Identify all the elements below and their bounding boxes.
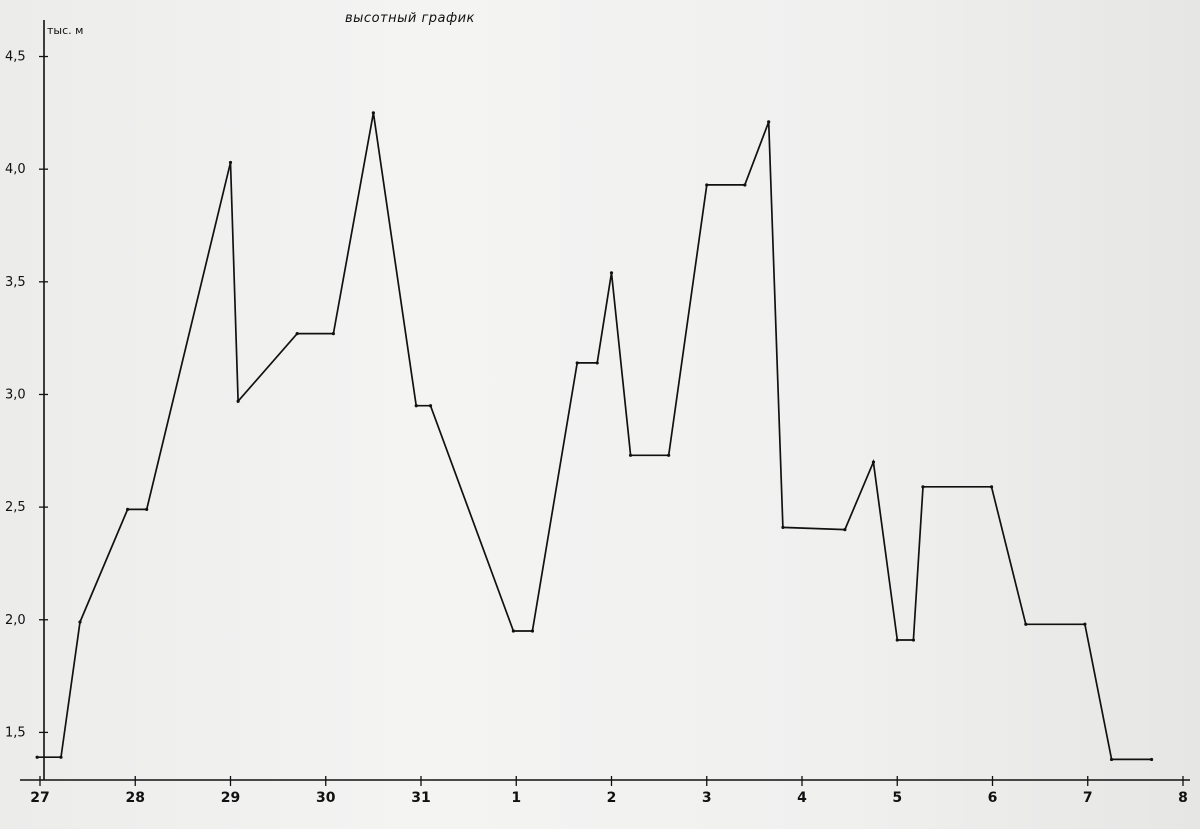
altitude-point <box>595 361 599 365</box>
x-tick-label: 4 <box>797 790 807 806</box>
altitude-point <box>428 404 433 408</box>
altitude-point <box>145 507 149 511</box>
x-tick-label: 3 <box>702 790 712 806</box>
x-tick-label: 27 <box>30 790 49 806</box>
altitude-point <box>705 183 709 187</box>
altitude-point <box>1149 757 1154 762</box>
y-tick-label: 2,5 <box>5 500 26 515</box>
altitude-point <box>511 629 515 633</box>
x-axis-ticks: 27 28 29 30 31 1 2 3 4 5 6 7 8 <box>30 776 1188 806</box>
x-tick-label: 8 <box>1178 790 1188 806</box>
y-tick-label: 2,0 <box>5 613 26 628</box>
altitude-point <box>743 183 747 187</box>
altitude-point <box>414 404 418 408</box>
y-tick-label: 3,5 <box>5 275 26 290</box>
x-tick-label: 1 <box>511 790 521 806</box>
series-lines <box>35 111 1154 762</box>
chart-title: высотный график <box>345 11 475 26</box>
altitude-point <box>530 629 535 633</box>
altitude-point <box>895 638 899 642</box>
altitude-point <box>126 507 130 511</box>
x-tick-label: 5 <box>892 790 902 806</box>
altitude-point <box>1109 757 1114 762</box>
altitude-point <box>331 332 335 336</box>
altitude-line <box>37 112 1152 761</box>
altitude-point <box>236 399 240 403</box>
y-tick-label: 1,5 <box>5 725 26 740</box>
altitude-point <box>575 361 579 365</box>
y-tick-label: 4,5 <box>5 50 26 65</box>
altitude-point <box>667 453 671 457</box>
altitude-point <box>921 485 925 489</box>
x-tick-label: 2 <box>607 790 617 806</box>
x-tick-label: 31 <box>411 790 430 806</box>
altitude-point <box>59 755 63 759</box>
y-axis-ticks: 1,5 2,0 2,5 3,0 3,5 4,0 4,5 <box>5 50 48 740</box>
altitude-point <box>989 485 994 489</box>
altitude-point <box>1024 622 1028 626</box>
x-tick-label: 28 <box>126 790 145 806</box>
altitude-point <box>871 460 876 464</box>
chart-axes <box>20 20 1190 781</box>
x-tick-label: 7 <box>1083 790 1093 806</box>
altitude-point <box>371 111 375 115</box>
y-axis-unit-label: тыс. м <box>47 24 83 37</box>
altitude-point <box>911 638 916 642</box>
x-tick-label: 30 <box>316 790 336 806</box>
altitude-point <box>781 525 785 529</box>
altitude-point <box>35 755 39 759</box>
x-tick-label: 29 <box>221 790 240 806</box>
altitude-point <box>609 271 614 275</box>
y-tick-label: 3,0 <box>5 387 26 402</box>
altitude-point <box>295 332 299 336</box>
x-tick-label: 6 <box>988 790 998 806</box>
y-tick-label: 4,0 <box>5 162 26 177</box>
altitude-point <box>78 620 82 624</box>
altitude-point <box>767 120 771 124</box>
altitude-point <box>228 160 233 165</box>
altitude-point <box>843 528 847 532</box>
altitude-point <box>628 453 633 457</box>
altitude-point <box>1083 622 1087 626</box>
